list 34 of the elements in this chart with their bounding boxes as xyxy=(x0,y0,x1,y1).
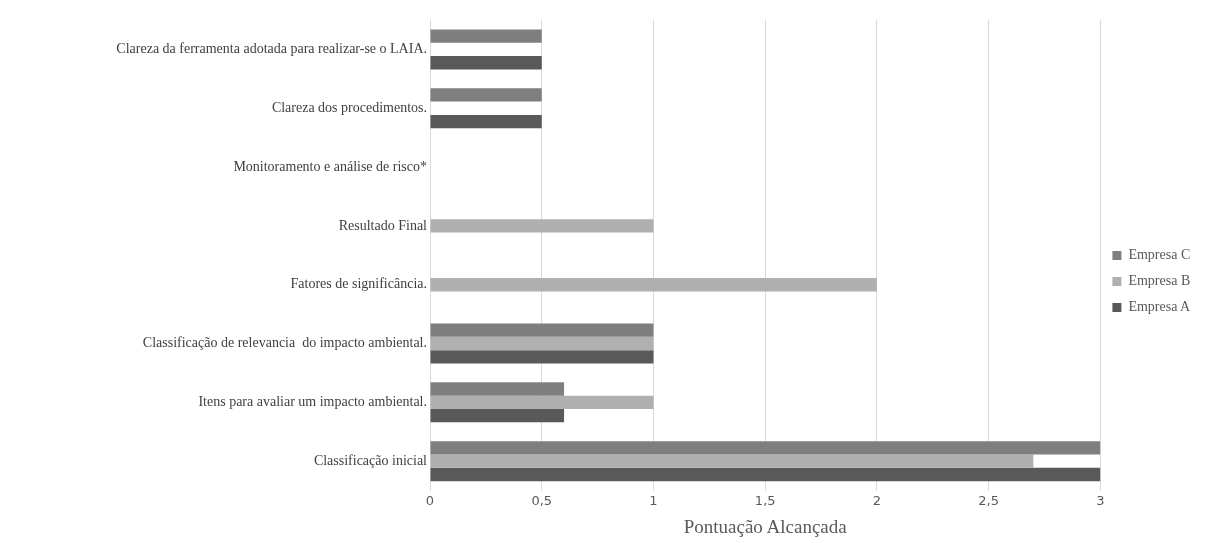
legend-label: Empresa C xyxy=(1128,247,1191,263)
y-tick-label: Itens para avaliar um impacto ambiental. xyxy=(198,394,427,410)
y-tick-label: Monitoramento e análise de risco* xyxy=(233,158,427,174)
bar xyxy=(430,88,542,102)
bar xyxy=(430,56,542,70)
bar xyxy=(430,29,542,43)
y-tick-label: Classificação inicial xyxy=(313,452,428,468)
y-tick-label: Clareza da ferramenta adotada para realizar-se o LAIA. xyxy=(116,41,427,57)
x-axis-title: Pontuação Alcançada xyxy=(683,515,848,537)
bar xyxy=(430,454,1034,468)
bar xyxy=(430,441,1101,455)
bar xyxy=(430,350,654,364)
x-tick-label: 1 xyxy=(649,492,658,508)
bar xyxy=(430,467,1101,482)
y-tick-label: Fatores de significância. xyxy=(290,276,427,292)
legend-label: Empresa A xyxy=(1128,299,1192,315)
bar xyxy=(430,323,654,337)
bar xyxy=(430,336,654,351)
x-tick-label: 0,5 xyxy=(531,492,553,508)
y-tick-label: Resultado Final xyxy=(338,217,428,233)
bar xyxy=(430,219,654,233)
y-tick-label: Classificação de relevancia do impacto ambiental. xyxy=(142,335,427,351)
y-tick-label: Clareza dos procedimentos. xyxy=(271,99,427,115)
bar xyxy=(430,114,542,129)
x-tick-label: 0 xyxy=(425,492,435,508)
x-tick-label: 1,5 xyxy=(754,492,776,508)
x-tick-label: 2 xyxy=(872,492,882,508)
legend-label: Empresa B xyxy=(1128,273,1191,289)
x-tick-label: 3 xyxy=(1096,492,1105,508)
bar xyxy=(430,278,877,292)
x-tick-label: 2,5 xyxy=(978,492,1000,508)
bar xyxy=(430,395,654,410)
bar xyxy=(430,409,565,423)
bar xyxy=(430,382,565,396)
